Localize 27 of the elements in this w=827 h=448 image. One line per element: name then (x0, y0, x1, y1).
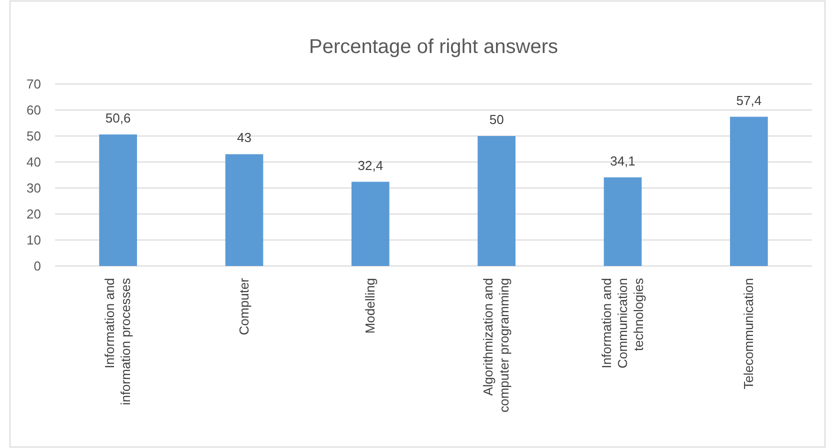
bar (225, 154, 264, 266)
bar (730, 116, 768, 266)
data-label: 43 (237, 130, 252, 146)
x-tick-label: Modelling (362, 278, 378, 334)
y-tick-label: 20 (26, 206, 41, 222)
y-tick-label: 10 (26, 232, 41, 248)
y-tick-label: 40 (26, 154, 41, 170)
bar (604, 177, 642, 266)
data-label: 50 (489, 112, 504, 127)
bar (478, 136, 516, 266)
y-tick-label: 30 (26, 180, 41, 196)
data-label: 34,1 (610, 153, 636, 168)
y-tick-label: 70 (26, 76, 41, 92)
x-tick-label: Information and information processes (102, 278, 134, 406)
bar (99, 134, 138, 266)
bar (351, 182, 390, 266)
data-label: 50,6 (105, 110, 131, 126)
x-tick-label: Information and Communication technologies (598, 278, 646, 368)
y-tick-label: 60 (26, 102, 41, 118)
y-tick-label: 0 (34, 258, 41, 274)
x-tick-label: Algorithmization and computer programming (480, 278, 512, 412)
y-tick-label: 50 (26, 128, 41, 144)
data-label: 57,4 (736, 92, 762, 108)
x-tick-label: Computer (236, 277, 252, 336)
data-label: 32,4 (358, 158, 384, 173)
chart-title: Percentage of right answers (308, 36, 558, 58)
x-tick-label: Telecommunication (740, 278, 756, 390)
